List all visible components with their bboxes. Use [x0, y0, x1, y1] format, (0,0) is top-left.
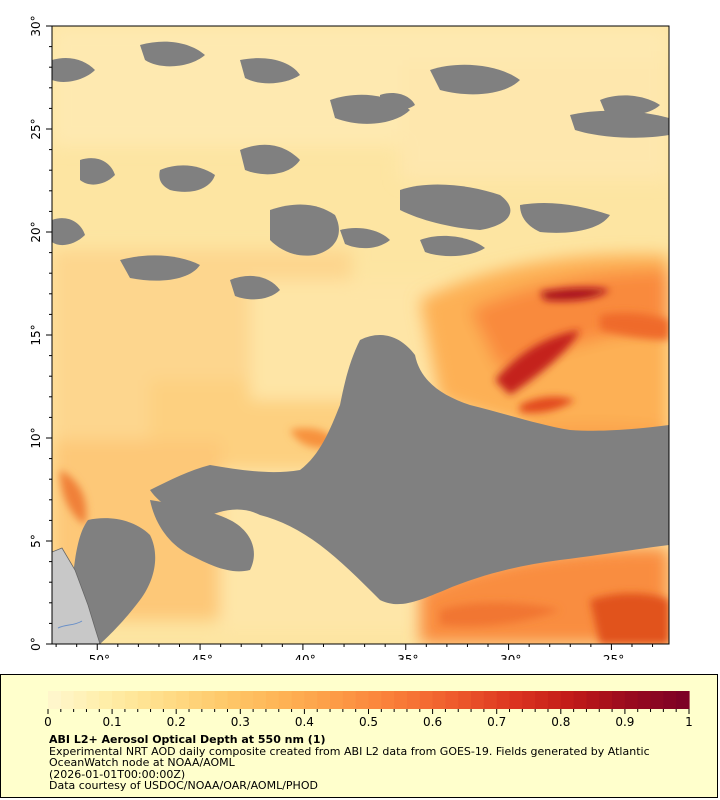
colorbar-swatch [265, 691, 280, 709]
y-tick-label: 0° [29, 637, 43, 651]
colorbar-swatch [124, 691, 139, 709]
coastline [52, 547, 101, 644]
colorbar-swatch [317, 691, 331, 709]
colorbar-label: 1 [685, 715, 693, 729]
colorbar-swatch [471, 691, 485, 709]
x-tick-label: -45° [187, 653, 213, 660]
colorbar-swatch [355, 691, 370, 709]
colorbar-swatch [214, 691, 229, 709]
colorbar-swatch [432, 691, 447, 709]
colorbar-swatch [137, 691, 152, 709]
colorbar-swatch [650, 691, 664, 709]
colorbar-swatch [496, 691, 511, 709]
colorbar-label: 0.7 [487, 715, 506, 729]
colorbar-swatch [368, 691, 382, 709]
colorbar-swatch [509, 691, 523, 709]
colorbar-swatch [419, 691, 434, 709]
x-tick-label: -50° [84, 653, 110, 660]
colorbar-swatch [227, 691, 241, 709]
colorbar-swatch [560, 691, 575, 709]
colorbar-swatch [73, 691, 88, 709]
colorbar-label: 0.6 [423, 715, 442, 729]
colorbar-swatch [547, 691, 562, 709]
caption-line-3: (2026-01-01T00:00:00Z) [49, 767, 186, 781]
colorbar-swatch [676, 691, 690, 709]
colorbar-swatch [240, 691, 254, 709]
colorbar-swatch [112, 691, 126, 709]
caption-line-1: Experimental NRT AOD daily composite cre… [49, 744, 650, 758]
colorbar-swatch [342, 691, 357, 709]
y-tick-label: 20° [29, 221, 43, 242]
y-tick-label: 10° [29, 427, 43, 448]
caption: ABI L2+ Aerosol Optical Depth at 550 nm … [49, 734, 709, 792]
colorbar-swatch [304, 691, 318, 709]
river [57, 620, 83, 629]
colorbar-swatch [99, 691, 113, 709]
colorbar-label: 0.4 [295, 715, 314, 729]
colorbar-label: 0 [44, 715, 52, 729]
colorbar-swatch [176, 691, 190, 709]
colorbar-swatch [522, 691, 536, 709]
y-tick-label: 5° [29, 534, 43, 548]
caption-line-2: OceanWatch node at NOAA/AOML [49, 756, 235, 769]
colorbar-swatch [612, 691, 626, 709]
colorbar-swatch [86, 691, 100, 709]
x-tick-label: -25° [599, 653, 625, 660]
caption-title: ABI L2+ Aerosol Optical Depth at 550 nm … [49, 733, 326, 746]
colorbar-swatch [150, 691, 164, 709]
colorbar-swatch [201, 691, 216, 709]
colorbar-swatch [586, 691, 600, 709]
colorbar-swatch [48, 691, 62, 709]
colorbar-label: 0.8 [551, 715, 570, 729]
colorbar-swatch [483, 691, 498, 709]
colorbar-swatch [535, 691, 549, 709]
colorbar-label: 0.1 [103, 715, 122, 729]
map-panel: -50° -45° -40° -35° -30° -25° 0° 5° 10° 15° 20° 25°… [29, 15, 670, 667]
colorbar-swatch [573, 691, 588, 709]
colorbar-swatch [330, 691, 344, 709]
colorbar: 0 0.1 0.2 0.3 0.4 0.5 0.6 0.7 0.8 0.9 1 [44, 691, 693, 729]
colorbar-swatch [445, 691, 459, 709]
x-tick-label: -40° [290, 653, 316, 660]
colorbar-swatch [291, 691, 305, 709]
colorbar-swatch [624, 691, 639, 709]
colorbar-swatch [637, 691, 652, 709]
colorbar-swatch [458, 691, 472, 709]
land-area [52, 548, 100, 644]
colorbar-swatch [278, 691, 293, 709]
colorbar-swatch [60, 691, 75, 709]
colorbar-swatch [163, 691, 177, 709]
colorbar-label: 0.5 [359, 715, 378, 729]
colorbar-label: 0.2 [167, 715, 186, 729]
aod-map: -50° -45° -40° -35° -30° -25° 0° 5° 10° 15° 20° 25°… [29, 15, 670, 667]
colorbar-swatch [189, 691, 203, 709]
no-data-regions [52, 41, 669, 644]
caption-line-4: Data courtesy of USDOC/NOAA/OAR/AOML/PHO… [49, 779, 318, 792]
x-tick-label: -30° [496, 653, 522, 660]
colorbar-swatch [381, 691, 395, 709]
y-tick-label: 25° [29, 118, 43, 139]
colorbar-swatch [253, 691, 267, 709]
colorbar-label: 0.3 [231, 715, 250, 729]
colorbar-label: 0.9 [615, 715, 634, 729]
legend-panel: 0 0.1 0.2 0.3 0.4 0.5 0.6 0.7 0.8 0.9 1 ABI L2+ Ae… [0, 674, 718, 798]
y-tick-label: 15° [29, 324, 43, 345]
colorbar-swatch [394, 691, 408, 709]
colorbar-swatch [663, 691, 677, 709]
y-tick-label: 30° [29, 15, 43, 36]
x-tick-label: -35° [393, 653, 419, 660]
colorbar-swatch [406, 691, 421, 709]
colorbar-swatch [599, 691, 613, 709]
